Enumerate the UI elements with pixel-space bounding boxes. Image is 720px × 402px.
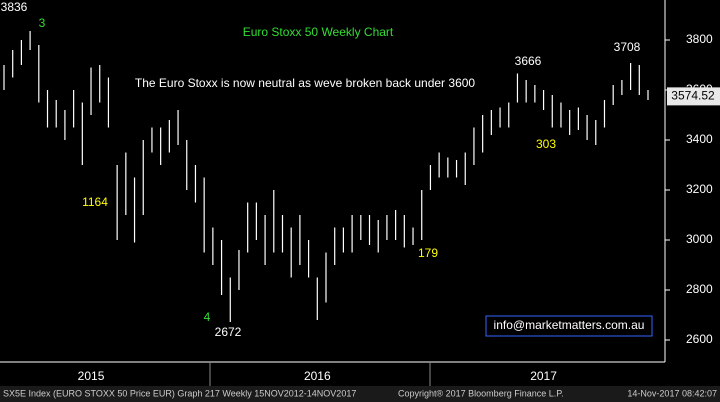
annotation: 3708 [614, 40, 641, 54]
footer-text: SX5E Index (EURO STOXX 50 Price EUR) Gra… [3, 388, 356, 398]
y-tick-label: 3400 [686, 132, 713, 146]
x-tick-label: 2017 [530, 369, 557, 383]
y-tick-label: 2800 [686, 282, 713, 296]
x-tick-label: 2015 [78, 369, 105, 383]
footer-text: 14-Nov-2017 08:42:07 [627, 388, 717, 398]
annotation: 3836 [1, 0, 28, 14]
annotation: 3 [39, 16, 46, 30]
y-tick-label: 3800 [686, 32, 713, 46]
contact: info@marketmatters.com.au [494, 318, 645, 332]
chart-title: Euro Stoxx 50 Weekly Chart [243, 25, 394, 39]
x-tick-label: 2016 [304, 369, 331, 383]
chart-subtitle: The Euro Stoxx is now neutral as weve br… [135, 76, 476, 90]
y-tick-label: 3000 [686, 232, 713, 246]
annotation: 3666 [515, 54, 542, 68]
y-tick-label: 2600 [686, 332, 713, 346]
annotation: 4 [204, 310, 211, 324]
last-value-box [667, 87, 720, 106]
annotation: 1164 [82, 195, 108, 209]
annotation: 2672 [215, 325, 242, 339]
contact-box [485, 315, 653, 337]
annotation: 303 [536, 137, 556, 151]
footer-text: Copyright® 2017 Bloomberg Finance L.P. [398, 388, 564, 398]
last-value-label: 3574.52 [671, 89, 715, 103]
y-tick-label: 3200 [686, 182, 713, 196]
footer-band [0, 386, 720, 402]
annotation: 179 [418, 246, 438, 260]
